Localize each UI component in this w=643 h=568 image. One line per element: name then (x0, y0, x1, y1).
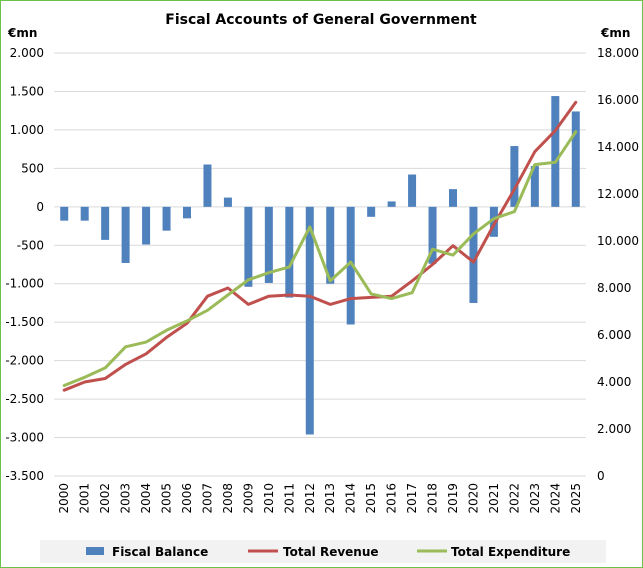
x-tick-label: 2000 (57, 483, 71, 514)
x-tick-label: 2015 (364, 483, 378, 514)
x-tick-label: 2019 (446, 483, 460, 514)
right-tick-label: 8.000 (597, 281, 631, 295)
x-tick-label: 2020 (466, 483, 480, 514)
fiscal-balance-bar (203, 164, 212, 207)
right-tick-label: 6.000 (597, 328, 631, 342)
x-tick-label: 2008 (221, 483, 235, 514)
right-tick-label: 10.000 (597, 234, 639, 248)
left-tick-label: -2.500 (5, 392, 44, 406)
left-tick-label: -2.000 (5, 354, 44, 368)
right-axis-ticks: 18.000 16.000 14.000 12.000 10.000 8.000 6.000… (597, 46, 639, 483)
x-tick-label: 2006 (180, 483, 194, 514)
left-tick-label: 1.500 (10, 84, 44, 98)
x-tick-label: 2021 (487, 483, 501, 514)
left-tick-label: 500 (21, 161, 44, 175)
fiscal-balance-bar (367, 206, 376, 217)
right-tick-label: 18.000 (597, 46, 639, 60)
left-tick-label: 2.000 (10, 46, 44, 60)
fiscal-balance-bar (80, 206, 89, 221)
x-tick-label: 2024 (548, 483, 562, 514)
legend: Fiscal Balance Total Revenue Total Expen… (40, 540, 606, 563)
x-tick-label: 2004 (139, 483, 153, 514)
fiscal-balance-bar (101, 206, 110, 240)
left-tick-label: 1.000 (10, 123, 44, 137)
fiscal-balance-bar (346, 206, 355, 325)
line-series (62, 100, 578, 392)
chart-title: Fiscal Accounts of General Government (165, 12, 477, 28)
fiscal-balance-bar (387, 201, 396, 207)
x-tick-label: 2022 (507, 483, 521, 514)
fiscal-balance-bar (469, 206, 478, 303)
x-tick-label: 2005 (160, 483, 174, 514)
x-tick-label: 2018 (426, 483, 440, 514)
right-tick-label: 0 (597, 469, 605, 483)
left-tick-label: -1.500 (5, 315, 44, 329)
fiscal-balance-bar (183, 206, 191, 219)
left-axis-ticks: 2.000 1.500 1.000 500 0 -500 -1.000 -1.500 -2.00… (5, 46, 44, 483)
left-tick-label: -3.500 (5, 469, 44, 483)
x-tick-label: 2023 (528, 483, 542, 514)
left-tick-label: -1.000 (5, 277, 44, 291)
right-tick-label: 4.000 (597, 375, 631, 389)
right-tick-label: 16.000 (597, 93, 639, 107)
fiscal-balance-bar (510, 146, 519, 207)
x-tick-label: 2017 (405, 483, 419, 514)
right-tick-label: 2.000 (597, 422, 631, 436)
right-tick-label: 12.000 (597, 187, 639, 201)
left-tick-label: -500 (17, 238, 44, 252)
left-axis-unit-label: €mn (7, 26, 37, 40)
x-tick-label: 2001 (78, 483, 92, 514)
x-tick-label: 2002 (98, 483, 112, 514)
gridlines (54, 52, 586, 477)
fiscal-balance-bar (264, 206, 273, 283)
fiscal-balance-bar (408, 174, 417, 207)
fiscal-balance-bar (571, 111, 580, 207)
fiscal-balance-bar (285, 206, 294, 298)
fiscal-balance-bar (326, 206, 335, 284)
legend-label-fiscal-balance: Fiscal Balance (112, 545, 208, 559)
right-axis-unit-label: €mn (600, 26, 630, 40)
fiscal-balance-bar (449, 189, 457, 207)
fiscal-balance-bar (551, 96, 560, 207)
total-revenue-line (62, 100, 578, 392)
x-axis-ticks: 2000 2001 2002 2003 2004 2005 2006 2007 2008 2009… (57, 483, 583, 514)
x-tick-label: 2003 (119, 483, 133, 514)
x-tick-label: 2016 (385, 483, 399, 514)
legend-label-total-revenue: Total Revenue (283, 545, 379, 559)
legend-label-total-expenditure: Total Expenditure (451, 545, 570, 559)
fiscal-balance-bar (121, 206, 130, 263)
legend-swatch-fiscal-balance (86, 547, 104, 555)
total-expenditure-line (62, 130, 578, 387)
fiscal-balance-bar (530, 166, 539, 207)
x-tick-label: 2011 (282, 483, 296, 514)
fiscal-balance-bar (142, 206, 151, 245)
fiscal-balance-bar (162, 206, 171, 231)
x-tick-label: 2014 (344, 483, 358, 514)
fiscal-balance-bars (60, 96, 580, 435)
fiscal-balance-bar (305, 206, 314, 435)
x-tick-label: 2010 (262, 483, 276, 514)
right-tick-label: 14.000 (597, 140, 639, 154)
x-tick-label: 2013 (323, 483, 337, 514)
fiscal-balance-bar (244, 206, 253, 287)
x-tick-label: 2012 (303, 483, 317, 514)
fiscal-balance-bar (60, 206, 69, 221)
legend-background (40, 540, 606, 563)
x-tick-label: 2009 (241, 483, 255, 514)
left-tick-label: 0 (36, 200, 44, 214)
left-tick-label: -3.000 (5, 431, 44, 445)
fiscal-balance-bar (223, 197, 232, 207)
x-tick-label: 2025 (569, 483, 583, 514)
fiscal-balance-bar (428, 206, 437, 264)
x-tick-label: 2007 (200, 483, 214, 514)
